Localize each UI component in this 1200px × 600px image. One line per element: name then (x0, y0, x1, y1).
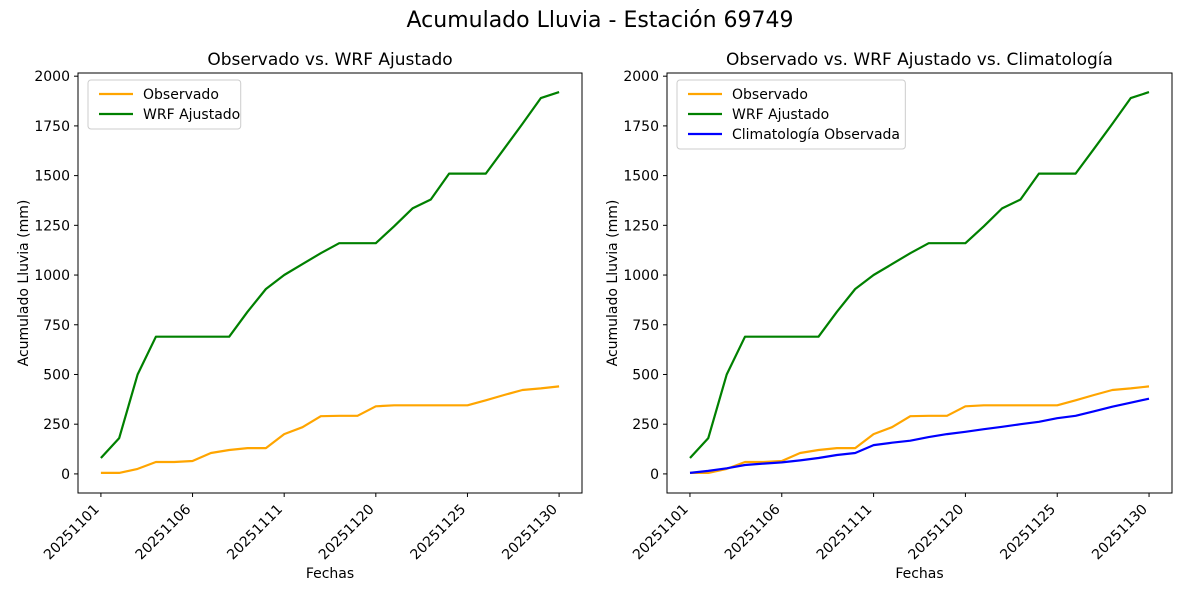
y-tick-label: 750 (632, 318, 659, 334)
y-tick-label: 2000 (34, 69, 70, 85)
series-line-observado (100, 385, 560, 474)
legend: Observado WRF Ajustado (87, 79, 242, 130)
y-tick-label: 250 (43, 417, 70, 433)
x-tick-label: 20251120 (906, 502, 968, 564)
y-tick-label: 2000 (623, 69, 659, 85)
y-tick-label: 250 (632, 417, 659, 433)
subplot-title: Observado vs. WRF Ajustado vs. Climatolo… (726, 50, 1113, 70)
y-axis-label: Acumulado Lluvia (mm) (16, 200, 32, 367)
plot-area (77, 72, 583, 494)
legend-box (676, 79, 906, 150)
legend-label-climatologia-observada: Climatología Observada (732, 127, 900, 143)
y-tick-label: 750 (43, 318, 70, 334)
y-tick-label: 1500 (34, 169, 70, 185)
x-tick-label: 20251125 (408, 502, 470, 564)
subplot-left: Observado vs. WRF Ajustado 0 250 500 750 1000… (16, 50, 583, 582)
legend-label-observado: Observado (143, 87, 219, 103)
series-line-wrf-ajustado (689, 91, 1150, 459)
legend-label-observado: Observado (732, 87, 808, 103)
x-tick-label: 20251106 (722, 501, 784, 563)
x-tick-label: 20251125 (997, 502, 1059, 564)
x-tick-label: 20251106 (133, 501, 195, 563)
legend-box (87, 79, 242, 130)
legend-label-wrf-ajustado: WRF Ajustado (143, 107, 240, 123)
y-tick-label: 1000 (623, 268, 659, 284)
x-tick-label: 20251120 (316, 502, 378, 564)
subplot-title: Observado vs. WRF Ajustado (207, 50, 452, 70)
x-tick-label: 20251101 (41, 502, 103, 564)
legend: Observado WRF Ajustado Climatología Observ… (676, 79, 906, 150)
series-line-observado (690, 385, 1150, 474)
series-line-climatologia-observada (689, 397, 1150, 474)
subplot-right: Observado vs. WRF Ajustado vs. Climatolo… (605, 50, 1173, 582)
y-tick-label: 0 (650, 467, 659, 483)
x-axis-label: Fechas (895, 566, 943, 582)
y-tick-label: 1250 (623, 218, 659, 234)
y-tick-label: 500 (632, 367, 659, 383)
x-tick-label: 20251130 (1089, 502, 1151, 564)
figure-title: Acumulado Lluvia - Estación 69749 (406, 8, 794, 33)
y-tick-label: 1750 (623, 119, 659, 135)
y-axis-label: Acumulado Lluvia (mm) (605, 200, 621, 367)
y-tick-label: 1000 (34, 268, 70, 284)
y-tick-label: 1750 (34, 119, 70, 135)
y-tick-label: 0 (61, 467, 70, 483)
x-tick-label: 20251111 (224, 502, 286, 564)
legend-label-wrf-ajustado: WRF Ajustado (732, 107, 829, 123)
series-line-wrf-ajustado (100, 91, 560, 459)
x-tick-label: 20251130 (499, 502, 561, 564)
x-tick-label: 20251101 (630, 502, 692, 564)
y-tick-label: 500 (43, 367, 70, 383)
x-axis-label: Fechas (306, 566, 354, 582)
x-tick-label: 20251111 (814, 502, 876, 564)
y-tick-label: 1250 (34, 218, 70, 234)
y-tick-label: 1500 (623, 169, 659, 185)
